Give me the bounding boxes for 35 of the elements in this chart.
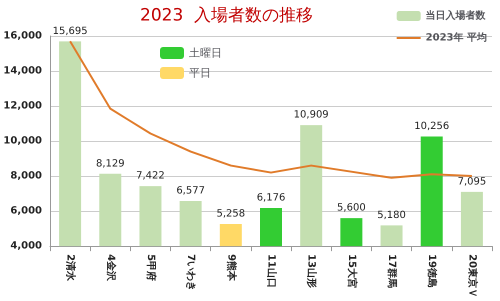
x-tick-label: 17群馬 [386, 254, 398, 288]
y-tick-label: 10,000 [3, 136, 42, 147]
x-tick-label: 5甲府 [144, 254, 157, 282]
data-label: 10,909 [294, 110, 329, 121]
y-tick-label: 12,000 [3, 100, 42, 112]
x-tick-label: 19徳島 [426, 254, 438, 288]
data-label: 5,258 [216, 208, 246, 220]
data-label: 6,176 [256, 192, 286, 204]
line-series [69, 40, 473, 179]
data-label: 5,600 [337, 202, 366, 214]
y-tick-label: 8,000 [10, 170, 42, 182]
data-label: 8,129 [96, 158, 125, 170]
data-label: 5,180 [377, 210, 406, 221]
x-tick-label: 4金沢 [104, 254, 117, 282]
data-label: 7,422 [136, 170, 165, 182]
y-tick-label: 6,000 [10, 206, 42, 217]
x-tick-label: 13山形 [306, 254, 318, 288]
x-tick-label: 2清水 [64, 254, 77, 282]
legend-label: 土曜日 [189, 46, 222, 60]
x-tick-label: 15大宮 [346, 254, 358, 288]
x-tick-label: 9熊本 [225, 254, 238, 282]
x-tick-label: 7いわき [185, 254, 196, 292]
chart-title: 2023 入場者数の推移 [140, 6, 314, 26]
y-tick-label: 14,000 [3, 66, 42, 77]
y-tick-label: 16,000 [3, 30, 42, 42]
data-label: 7,095 [458, 176, 486, 188]
x-tick-label: 20東京Ｖ [466, 254, 478, 298]
legend-label: 2023年 平均 [426, 32, 488, 44]
legend-label: 平日 [189, 66, 211, 80]
data-label: 10,256 [414, 121, 450, 132]
y-tick-label: 4,000 [10, 240, 42, 252]
data-label: 6,577 [176, 185, 205, 196]
x-tick-label: 11山口 [266, 254, 278, 288]
legend-label: 当日入場者数 [426, 10, 487, 22]
data-label: 15,695 [52, 26, 88, 37]
